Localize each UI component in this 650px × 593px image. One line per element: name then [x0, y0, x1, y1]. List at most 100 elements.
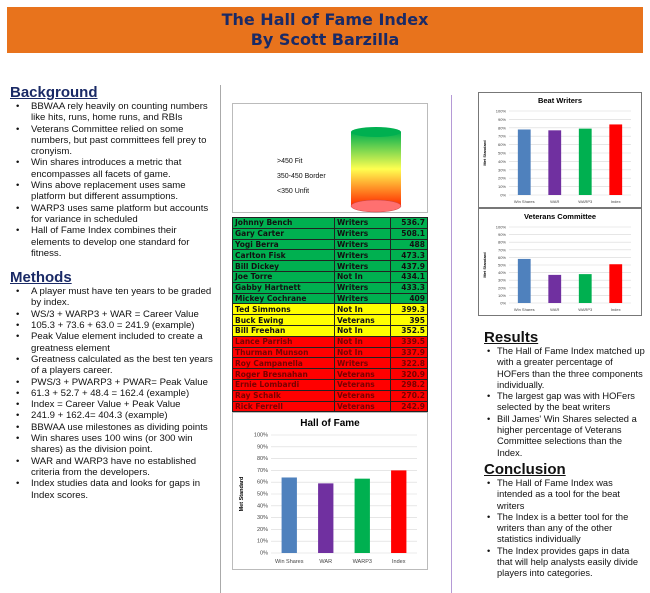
methods-item: Win shares uses 100 wins (or 300 win sha… — [10, 433, 218, 456]
y-axis-label: Met Standard — [239, 477, 245, 512]
player-name: Johnny Bench — [231, 217, 336, 229]
selected-by: Writers — [334, 217, 391, 229]
table-row: Thurman Munson Not In 337.9 — [231, 346, 429, 359]
background-item: WARP3 uses same platform but accounts fo… — [10, 203, 218, 226]
methods-item: 105.3 + 73.6 + 63.0 = 241.9 (example) — [10, 320, 218, 332]
selected-by: Writers — [334, 292, 391, 305]
selected-by: Not In — [334, 324, 391, 337]
methods-item: Index = Career Value + Peak Value — [10, 399, 218, 411]
scale-unfit: <350 Unfit — [277, 188, 310, 195]
selected-by: Writers — [334, 281, 391, 294]
y-tick-label: 70% — [257, 468, 268, 474]
table-row: Ernie Lombardi Veterans 298.2 — [231, 378, 429, 391]
index-score: 488 — [389, 238, 429, 251]
bar-war — [548, 274, 562, 303]
y-tick-label: 10% — [498, 184, 506, 189]
table-row: Bill Dickey Writers 437.9 — [231, 260, 429, 272]
conclusion-item: The Index provides gaps in data that wil… — [484, 546, 646, 580]
y-tick-label: 70% — [498, 247, 506, 252]
index-score: 298.2 — [389, 378, 429, 391]
index-score: 337.9 — [389, 346, 429, 359]
table-row: Bill Freehan Not In 352.5 — [231, 324, 429, 337]
y-tick-label: 0% — [500, 193, 506, 198]
index-score: 433.3 — [389, 281, 429, 294]
table-row: Lance Parrish Not In 339.5 — [231, 335, 429, 348]
x-tick-label: Index — [611, 307, 621, 312]
background-item: Hall of Fame Index combines their elemen… — [10, 225, 218, 259]
player-name: Ernie Lombardi — [231, 378, 336, 391]
y-tick-label: 90% — [498, 232, 506, 237]
y-tick-label: 50% — [257, 492, 268, 498]
x-tick-label: Index — [611, 199, 621, 204]
methods-item: WAR and WARP3 have no established criter… — [10, 456, 218, 479]
x-tick-label: WAR — [550, 307, 559, 312]
results-item: Bill James' Win Shares selected a higher… — [484, 414, 646, 459]
table-row: Joe Torre Not In 434.1 — [231, 270, 429, 283]
y-tick-label: 60% — [498, 255, 506, 260]
selected-by: Writers — [334, 249, 391, 262]
x-tick-label: Index — [392, 559, 406, 565]
player-name: Roger Bresnahan — [231, 368, 336, 380]
player-name: Thurman Munson — [231, 346, 336, 359]
bar-win-shares — [517, 129, 531, 195]
player-name: Joe Torre — [231, 270, 336, 283]
x-tick-label: WARP3 — [578, 199, 593, 204]
y-tick-label: 30% — [498, 278, 506, 283]
poster-title: The Hall of Fame Index — [221, 10, 429, 29]
veterans-committee-chart: Veterans Committee Met Standard 0% 10% 20% 30… — [478, 208, 642, 316]
x-tick-label: WARP3 — [353, 559, 372, 565]
table-row: Gary Carter Writers 508.1 — [231, 227, 429, 240]
y-tick-label: 10% — [498, 293, 506, 298]
x-tick-label: Win Shares — [514, 199, 535, 204]
table-row: Rick Ferrell Veterans 242.9 — [231, 400, 429, 413]
methods-item: Greatness calculated as the best ten yea… — [10, 354, 218, 377]
table-row: Mickey Cochrane Writers 409 — [231, 292, 429, 305]
y-tick-label: 20% — [498, 176, 506, 181]
selected-by: Writers — [334, 357, 391, 370]
title-banner: The Hall of Fame Index By Scott Barzilla — [7, 7, 643, 53]
background-item: Wins above replacement uses same platfor… — [10, 180, 218, 203]
table-row: Roy Campanella Writers 322.8 — [231, 357, 429, 370]
methods-heading: Methods — [10, 269, 72, 287]
x-tick-label: WAR — [550, 199, 559, 204]
results-item: The largest gap was with HOFers selected… — [484, 391, 646, 414]
methods-item: Peak Value element included to create a … — [10, 331, 218, 354]
bar-war — [318, 483, 334, 553]
results-list: The Hall of Fame Index matched up with a… — [484, 346, 646, 459]
methods-item: 61.3 + 52.7 + 48.4 = 162.4 (example) — [10, 388, 218, 400]
methods-item: A player must have ten years to be grade… — [10, 286, 218, 309]
bar-warp3 — [354, 478, 370, 553]
index-score: 352.5 — [389, 324, 429, 337]
methods-item: 241.9 + 162.4= 404.3 (example) — [10, 410, 218, 422]
conclusion-item: The Hall of Fame Index was intended as a… — [484, 478, 646, 512]
table-row: Yogi Berra Writers 488 — [231, 238, 429, 251]
player-name: Gabby Hartnett — [231, 281, 336, 294]
y-tick-label: 50% — [498, 263, 506, 268]
index-score: 437.9 — [389, 260, 429, 272]
index-score: 270.2 — [389, 389, 429, 402]
table-row: Johnny Bench Writers 536.7 — [231, 217, 429, 229]
selected-by: Veterans — [334, 314, 391, 326]
background-item: BBWAA rely heavily on counting numbers l… — [10, 101, 218, 124]
chart-title: Beat Writers — [538, 96, 582, 105]
bar-index — [609, 124, 623, 195]
methods-list: A player must have ten years to be grade… — [10, 286, 218, 501]
chart-title: Hall of Fame — [300, 418, 360, 429]
selected-by: Not In — [334, 270, 391, 283]
selected-by: Veterans — [334, 378, 391, 391]
y-tick-label: 80% — [257, 456, 268, 462]
y-tick-label: 0% — [500, 301, 506, 306]
scale-border: 350-450 Border — [277, 173, 326, 180]
player-name: Mickey Cochrane — [231, 292, 336, 305]
y-tick-label: 40% — [498, 159, 506, 164]
column-divider — [220, 85, 221, 593]
table-row: Gabby Hartnett Writers 433.3 — [231, 281, 429, 294]
x-tick-label: WARP3 — [578, 307, 593, 312]
table-row: Ray Schalk Veterans 270.2 — [231, 389, 429, 402]
selected-by: Veterans — [334, 400, 391, 413]
selected-by: Writers — [334, 260, 391, 272]
y-tick-label: 60% — [257, 480, 268, 486]
player-name: Buck Ewing — [231, 314, 336, 326]
methods-item: BBWAA use milestones as dividing points — [10, 422, 218, 434]
selected-by: Veterans — [334, 368, 391, 380]
